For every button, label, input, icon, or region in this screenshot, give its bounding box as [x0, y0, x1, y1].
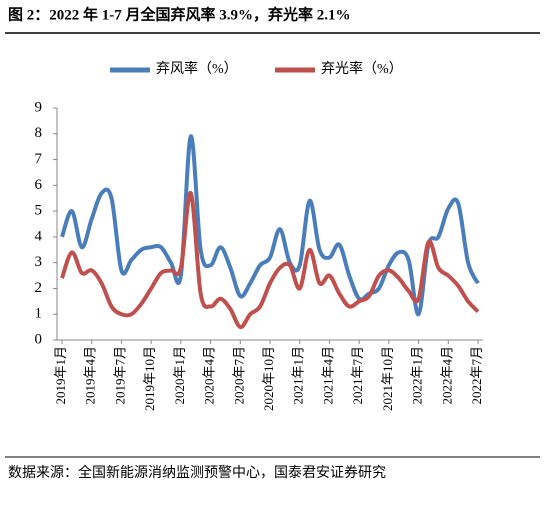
- y-tick-label: 4: [35, 228, 43, 244]
- x-tick-label: 2019年4月: [83, 346, 98, 405]
- x-tick-label: 2022年1月: [410, 346, 425, 405]
- chart-title: 图 2：2022 年 1-7 月全国弃风率 3.9%，弃光率 2.1%: [8, 5, 351, 23]
- y-tick-label: 5: [35, 203, 43, 219]
- x-tick-label: 2020年7月: [231, 346, 246, 405]
- x-tick-label: 2022年7月: [469, 346, 484, 405]
- x-tick-label: 2019年10月: [142, 346, 157, 411]
- legend-label: 弃风率（%）: [156, 60, 238, 77]
- x-tick-label: 2021年10月: [380, 346, 395, 411]
- x-tick-label: 2021年4月: [320, 346, 335, 405]
- y-tick-label: 0: [35, 331, 43, 347]
- series-line: [60, 134, 480, 317]
- x-tick-label: 2019年1月: [53, 346, 68, 405]
- x-tick-label: 2020年1月: [172, 346, 187, 405]
- x-tick-label: 2021年1月: [291, 346, 306, 405]
- y-tick-label: 3: [35, 254, 43, 270]
- y-tick-label: 1: [35, 306, 43, 322]
- x-tick-label: 2020年4月: [202, 346, 217, 405]
- y-tick-label: 9: [35, 99, 43, 115]
- x-tick-label: 2021年7月: [350, 346, 365, 405]
- y-tick-label: 2: [35, 280, 43, 296]
- series-line: [60, 191, 480, 330]
- source-note: 数据来源：全国新能源消纳监测预警中心，国泰君安证券研究: [8, 464, 386, 481]
- legend-label: 弃光率（%）: [321, 60, 403, 77]
- y-tick-label: 6: [35, 177, 43, 193]
- x-tick-label: 2020年10月: [261, 346, 276, 411]
- x-tick-label: 2019年7月: [112, 346, 127, 405]
- x-tick-label: 2022年4月: [439, 346, 454, 405]
- y-tick-label: 7: [35, 151, 43, 167]
- y-tick-label: 8: [35, 125, 43, 141]
